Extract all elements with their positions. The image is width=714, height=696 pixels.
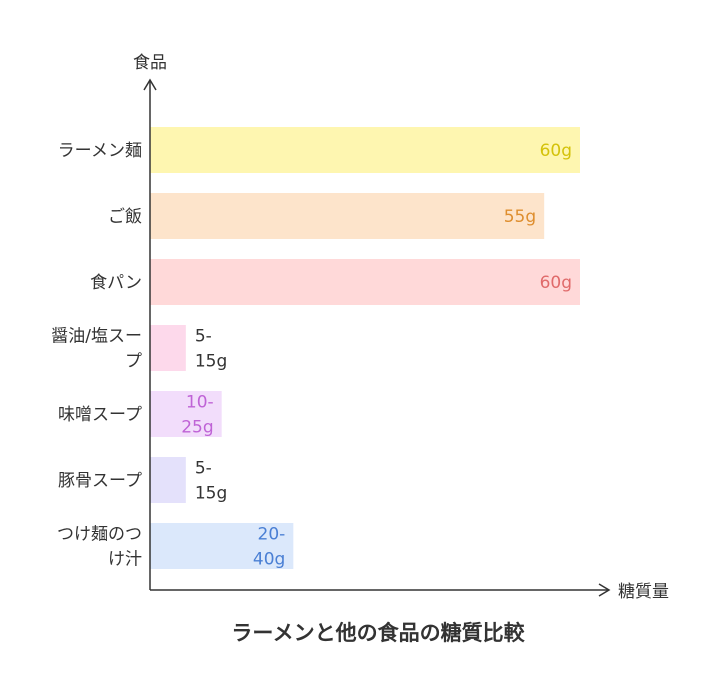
value-label-6: 20-40g	[253, 525, 285, 570]
y-axis-arrow-icon	[143, 78, 157, 91]
value-label-4: 10-25g	[181, 393, 213, 438]
bar-2	[150, 259, 580, 305]
value-label-5-line-1: 15g	[195, 484, 227, 504]
value-label-1-line-0: 55g	[504, 207, 536, 227]
category-label-0: ラーメン麺	[58, 141, 142, 161]
x-axis-label: 糖質量	[618, 582, 669, 602]
bars	[150, 127, 580, 569]
bar-4	[150, 391, 222, 437]
value-label-0-line-0: 60g	[540, 141, 572, 161]
category-label-3-line-0: 醤油/塩スー	[51, 327, 142, 347]
category-label-6-line-1: け汁	[108, 550, 142, 570]
y-axis-label: 食品	[133, 53, 167, 73]
category-label-6-line-0: つけ麺のつ	[57, 525, 142, 545]
bar-3	[150, 325, 186, 371]
category-label-5: 豚骨スープ	[58, 471, 142, 491]
bar-5	[150, 457, 186, 503]
category-label-1: ご飯	[108, 207, 142, 227]
bar-1	[150, 193, 545, 239]
value-label-0: 60g	[540, 141, 572, 161]
category-label-6: つけ麺のつけ汁	[57, 525, 142, 570]
value-label-3-line-1: 15g	[195, 352, 227, 372]
category-label-5-line-0: 豚骨スープ	[58, 471, 142, 491]
value-label-1: 55g	[504, 207, 536, 227]
category-label-2: 食パン	[90, 273, 142, 293]
chart-title: ラーメンと他の食品の糖質比較	[231, 621, 525, 645]
value-label-5: 5-15g	[195, 459, 227, 504]
category-label-3: 醤油/塩スープ	[51, 327, 142, 372]
category-label-1-line-0: ご飯	[108, 207, 142, 227]
value-label-6-line-1: 40g	[253, 550, 285, 570]
category-label-0-line-0: ラーメン麺	[58, 141, 142, 161]
value-label-4-line-0: 10-	[186, 393, 214, 413]
value-label-2: 60g	[540, 273, 572, 293]
bar-0	[150, 127, 580, 173]
category-label-2-line-0: 食パン	[90, 273, 142, 293]
value-label-3-line-0: 5-	[195, 327, 212, 347]
category-label-3-line-1: プ	[125, 352, 142, 372]
bar-6	[150, 523, 294, 569]
value-label-4-line-1: 25g	[181, 418, 213, 438]
x-axis-arrow-icon	[598, 583, 611, 597]
category-label-4: 味噌スープ	[58, 405, 142, 425]
category-label-4-line-0: 味噌スープ	[58, 405, 142, 425]
value-label-3: 5-15g	[195, 327, 227, 372]
value-label-2-line-0: 60g	[540, 273, 572, 293]
value-label-5-line-0: 5-	[195, 459, 212, 479]
value-label-6-line-0: 20-	[258, 525, 286, 545]
